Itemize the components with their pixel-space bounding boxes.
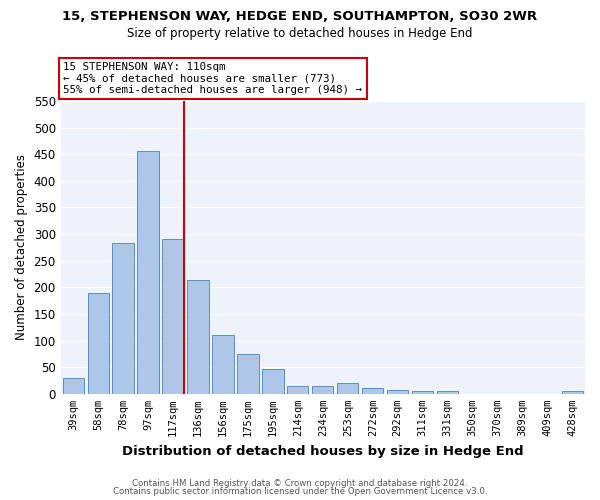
Bar — [62, 378, 84, 394]
Bar — [187, 280, 209, 394]
Bar — [412, 391, 433, 394]
Text: 15 STEPHENSON WAY: 110sqm
← 45% of detached houses are smaller (773)
55% of semi: 15 STEPHENSON WAY: 110sqm ← 45% of detac… — [63, 62, 362, 95]
Bar — [312, 386, 334, 394]
Text: Contains HM Land Registry data © Crown copyright and database right 2024.: Contains HM Land Registry data © Crown c… — [132, 478, 468, 488]
Bar — [238, 354, 259, 394]
Text: 15, STEPHENSON WAY, HEDGE END, SOUTHAMPTON, SO30 2WR: 15, STEPHENSON WAY, HEDGE END, SOUTHAMPT… — [62, 10, 538, 23]
Bar — [337, 383, 358, 394]
Bar — [437, 391, 458, 394]
Bar — [137, 152, 158, 394]
Bar — [287, 386, 308, 394]
X-axis label: Distribution of detached houses by size in Hedge End: Distribution of detached houses by size … — [122, 444, 524, 458]
Bar — [212, 335, 233, 394]
Bar — [362, 388, 383, 394]
Bar — [163, 240, 184, 394]
Text: Size of property relative to detached houses in Hedge End: Size of property relative to detached ho… — [127, 28, 473, 40]
Text: Contains public sector information licensed under the Open Government Licence v3: Contains public sector information licen… — [113, 487, 487, 496]
Bar — [88, 292, 109, 394]
Bar — [562, 391, 583, 394]
Bar — [262, 369, 284, 394]
Y-axis label: Number of detached properties: Number of detached properties — [15, 154, 28, 340]
Bar — [112, 242, 134, 394]
Bar — [387, 390, 409, 394]
